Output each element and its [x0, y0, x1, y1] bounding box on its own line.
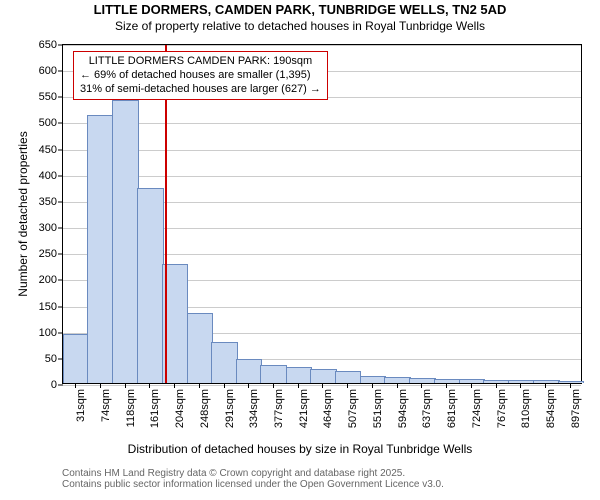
histogram-bar [483, 380, 510, 383]
x-tick-label: 118sqm [125, 389, 137, 427]
y-tick-label: 250 [39, 248, 57, 260]
histogram-bar [434, 379, 461, 383]
x-tick-label: 637sqm [421, 389, 433, 428]
y-tick-label: 0 [51, 379, 57, 391]
histogram-bar [63, 334, 90, 383]
x-tick-label: 377sqm [273, 389, 285, 428]
y-tick-label: 400 [39, 170, 57, 182]
y-tick-label: 150 [39, 301, 57, 313]
x-tick-label: 507sqm [347, 389, 359, 428]
x-tick-label: 204sqm [174, 389, 186, 428]
histogram-bar [112, 100, 139, 383]
y-axis-label: Number of detached properties [16, 44, 30, 384]
x-tick-label: 421sqm [298, 389, 310, 428]
y-tick-label: 500 [39, 117, 57, 129]
x-tick-label: 810sqm [520, 389, 532, 428]
histogram-bar [211, 342, 238, 383]
x-tick-label: 334sqm [248, 389, 260, 428]
x-tick-label: 681sqm [446, 389, 458, 428]
histogram-bar [137, 188, 164, 383]
y-tick-label: 650 [39, 39, 57, 51]
annotation-line: ← 69% of detached houses are smaller (1,… [80, 69, 321, 83]
histogram-bar [384, 377, 411, 383]
x-tick-label: 724sqm [471, 389, 483, 428]
x-tick-label: 31sqm [75, 389, 87, 422]
gridline [63, 176, 581, 177]
y-tick-label: 600 [39, 65, 57, 77]
annotation-line: 31% of semi-detached houses are larger (… [80, 83, 321, 97]
x-tick-label: 161sqm [149, 389, 161, 428]
x-tick-label: 74sqm [100, 389, 112, 422]
x-tick-label: 854sqm [545, 389, 557, 428]
x-tick-label: 464sqm [322, 389, 334, 428]
histogram-bar [187, 313, 214, 383]
x-tick-label: 291sqm [224, 389, 236, 428]
y-tick-label: 100 [39, 327, 57, 339]
y-tick-label: 550 [39, 91, 57, 103]
histogram-bar [558, 381, 585, 383]
x-axis-label: Distribution of detached houses by size … [0, 442, 600, 456]
footer-line: Contains public sector information licen… [62, 479, 444, 490]
histogram-bar [286, 367, 313, 383]
x-tick-label: 767sqm [496, 389, 508, 428]
plot-area: 0501001502002503003504004505005506006503… [62, 44, 582, 384]
x-tick-label: 594sqm [397, 389, 409, 428]
gridline [63, 150, 581, 151]
gridline [63, 123, 581, 124]
footer-attribution: Contains HM Land Registry data © Crown c… [62, 468, 444, 490]
footer-line: Contains HM Land Registry data © Crown c… [62, 468, 444, 479]
y-tick-label: 200 [39, 274, 57, 286]
y-tick-label: 350 [39, 196, 57, 208]
chart-title-main: LITTLE DORMERS, CAMDEN PARK, TUNBRIDGE W… [0, 2, 600, 17]
histogram-bar [335, 371, 362, 384]
x-tick-label: 551sqm [372, 389, 384, 428]
histogram-bar [360, 376, 387, 383]
annotation-box: LITTLE DORMERS CAMDEN PARK: 190sqm← 69% … [73, 51, 328, 100]
histogram-bar [87, 115, 114, 383]
chart-title-sub: Size of property relative to detached ho… [0, 19, 600, 33]
histogram-bar [236, 359, 263, 383]
histogram-bar [533, 380, 560, 383]
histogram-bar [260, 365, 287, 383]
y-tick-label: 50 [45, 353, 57, 365]
histogram-bar [409, 378, 436, 383]
annotation-line: LITTLE DORMERS CAMDEN PARK: 190sqm [80, 55, 321, 69]
x-tick-label: 248sqm [199, 389, 211, 428]
x-tick-label: 897sqm [570, 389, 582, 428]
y-tick-label: 450 [39, 144, 57, 156]
y-tick-label: 300 [39, 222, 57, 234]
histogram-bar [310, 369, 337, 383]
gridline [63, 45, 581, 46]
